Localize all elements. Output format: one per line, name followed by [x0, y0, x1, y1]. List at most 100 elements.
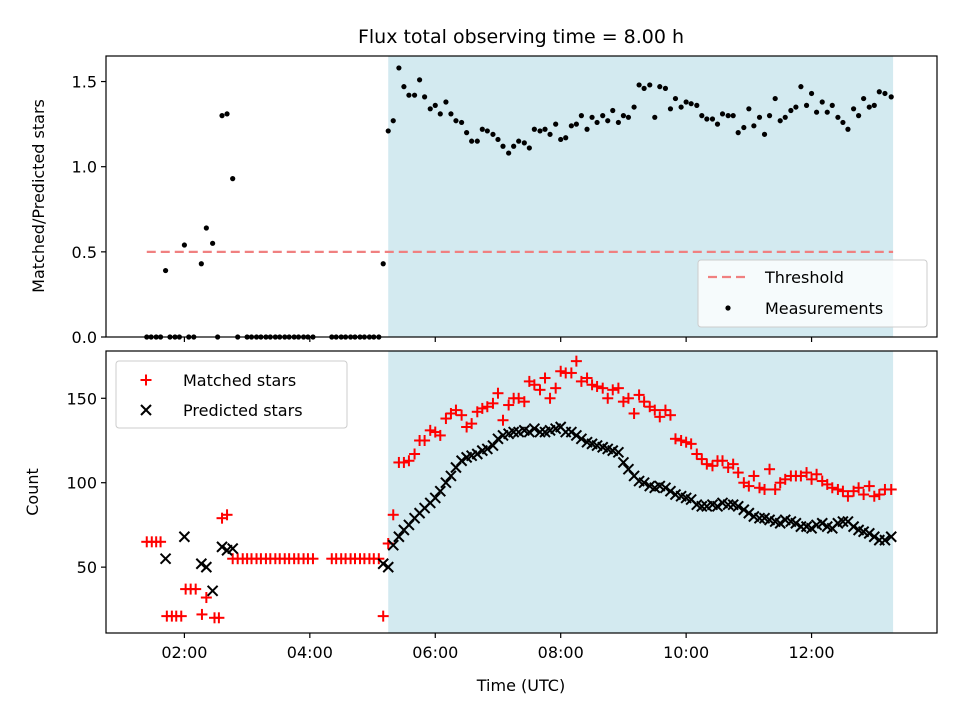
measurement-point [198, 261, 204, 267]
matched-star-point [659, 404, 671, 416]
matched-star-point [649, 404, 661, 416]
bottom-ytick-label: 100 [66, 474, 97, 493]
predicted-star-point [696, 500, 708, 513]
matched-star-point [213, 612, 225, 624]
measurement-point [813, 109, 820, 115]
matched-star-point [669, 433, 681, 445]
matched-star-point [806, 473, 818, 485]
top-panel: 0.0 0.5 1.0 1.5 Matched/Predicted stars Thr… [29, 55, 938, 347]
predicted-star-point [523, 426, 536, 438]
measurement-point [772, 95, 778, 102]
measurement-point [688, 101, 694, 107]
predicted-star-point [200, 561, 213, 573]
measurement-point [840, 119, 846, 126]
measurement-point [876, 89, 882, 95]
predicted-star-point [534, 426, 546, 438]
measurement-point [594, 119, 600, 126]
measurement-point [647, 82, 653, 88]
measurement-point [396, 65, 402, 71]
matched-star-point [701, 458, 713, 470]
matched-star-point [628, 407, 640, 419]
predicted-star-point [790, 517, 802, 529]
measurement-point [573, 121, 579, 127]
measurement-point [584, 126, 590, 132]
predicted-star-point [487, 439, 499, 452]
matched-star-point [743, 480, 755, 492]
measurement-point [437, 111, 443, 117]
measurement-point [850, 106, 857, 112]
measurement-point [411, 92, 418, 98]
matched-star-point [581, 372, 593, 384]
xtick-label: 02:00 [161, 643, 207, 662]
matched-star-point [842, 490, 854, 502]
matched-star-point [175, 610, 187, 622]
matched-star-point [597, 382, 609, 394]
measurement-point [793, 104, 799, 110]
matched-star-point [717, 455, 729, 467]
matched-star-point [555, 365, 567, 377]
matched-star-point [685, 438, 697, 450]
matched-star-point [565, 367, 577, 379]
top-ylabel: Matched/Predicted stars [29, 99, 48, 293]
measurement-point [636, 82, 642, 88]
measurement-point [845, 126, 851, 132]
predicted-star-point [868, 531, 880, 543]
matched-star-point [487, 397, 499, 409]
xtick-label: 08:00 [538, 643, 584, 662]
measurement-point [464, 130, 470, 136]
matched-star-point [769, 483, 781, 495]
matched-star-point [612, 382, 624, 394]
top-ytick-label: 0.5 [72, 243, 97, 262]
measurement-point [474, 138, 480, 144]
measurement-point [516, 138, 522, 144]
matched-star-point [190, 583, 202, 595]
measurement-point [537, 128, 543, 134]
predicted-star-point [445, 470, 457, 482]
matched-star-point [706, 460, 718, 472]
legend-matched-marker [140, 374, 152, 386]
matched-star-point [811, 468, 823, 480]
matched-star-point [633, 389, 645, 401]
predicted-star-point [743, 507, 755, 519]
measurement-point [803, 102, 810, 108]
measurement-point [605, 118, 611, 124]
matched-star-point [727, 458, 739, 470]
matched-star-point [832, 483, 844, 495]
bottom-shaded-region [388, 351, 894, 633]
matched-star-point [403, 455, 415, 467]
measurement-point [495, 136, 501, 143]
predicted-star-point [575, 433, 588, 445]
legend-threshold-label: Threshold [764, 268, 844, 287]
xtick-label: 12:00 [789, 643, 835, 662]
predicted-star-point [481, 443, 494, 455]
matched-star-point [853, 482, 865, 494]
matched-star-point [539, 372, 551, 384]
predicted-star-point [429, 492, 441, 504]
measurement-point [683, 99, 689, 105]
measurement-point [553, 121, 559, 127]
measurement-point [230, 176, 236, 182]
measurement-point [631, 104, 637, 110]
matched-star-point [534, 384, 546, 396]
measurement-point [219, 113, 225, 119]
measurement-point [761, 131, 768, 137]
measurement-point [871, 102, 877, 108]
measurement-point [882, 90, 888, 97]
legend-measurements-label: Measurements [765, 299, 883, 318]
matched-star-point [481, 401, 493, 413]
matched-star-point [795, 470, 807, 482]
bottom-legend: Matched stars Predicted stars [115, 360, 348, 429]
matched-star-point [732, 467, 744, 479]
measurement-point [888, 94, 894, 100]
measurement-point [181, 242, 187, 248]
predicted-star-point [226, 542, 239, 555]
measurement-point [479, 126, 485, 132]
matched-star-point [591, 380, 603, 392]
measurement-point [798, 84, 804, 90]
matched-star-point [221, 509, 233, 521]
measurement-point [521, 140, 527, 146]
predicted-star-point [863, 527, 875, 540]
predicted-star-point [612, 446, 625, 459]
matched-star-point [575, 375, 587, 387]
legend-matched-label: Matched stars [183, 371, 296, 390]
